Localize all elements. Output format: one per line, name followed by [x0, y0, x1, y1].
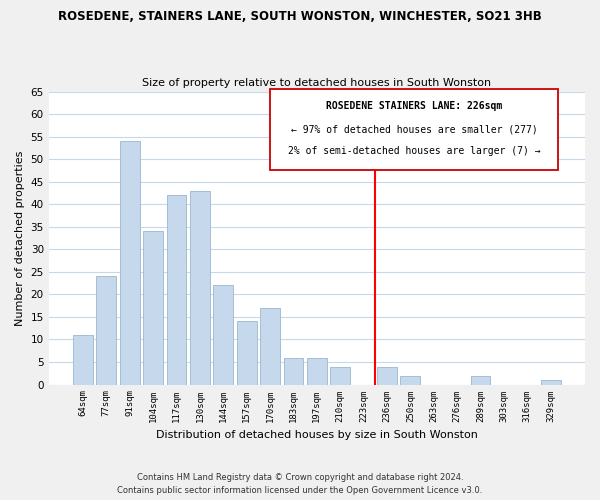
Bar: [120, 141, 140, 384]
Title: Size of property relative to detached houses in South Wonston: Size of property relative to detached ho…: [142, 78, 491, 88]
Bar: [237, 322, 257, 384]
Bar: [143, 232, 163, 384]
Bar: [470, 376, 490, 384]
Bar: [307, 358, 327, 384]
Bar: [73, 335, 93, 384]
FancyBboxPatch shape: [270, 90, 557, 170]
Text: ROSEDENE STAINERS LANE: 226sqm: ROSEDENE STAINERS LANE: 226sqm: [326, 100, 502, 110]
Bar: [214, 286, 233, 384]
Bar: [190, 190, 210, 384]
Bar: [260, 308, 280, 384]
Bar: [541, 380, 560, 384]
Bar: [167, 195, 187, 384]
Bar: [97, 276, 116, 384]
Text: 2% of semi-detached houses are larger (7) →: 2% of semi-detached houses are larger (7…: [287, 146, 540, 156]
X-axis label: Distribution of detached houses by size in South Wonston: Distribution of detached houses by size …: [156, 430, 478, 440]
Y-axis label: Number of detached properties: Number of detached properties: [15, 150, 25, 326]
Bar: [330, 366, 350, 384]
Text: Contains HM Land Registry data © Crown copyright and database right 2024.
Contai: Contains HM Land Registry data © Crown c…: [118, 473, 482, 495]
Text: ROSEDENE, STAINERS LANE, SOUTH WONSTON, WINCHESTER, SO21 3HB: ROSEDENE, STAINERS LANE, SOUTH WONSTON, …: [58, 10, 542, 23]
Bar: [400, 376, 421, 384]
Bar: [284, 358, 304, 384]
Text: ← 97% of detached houses are smaller (277): ← 97% of detached houses are smaller (27…: [290, 124, 537, 134]
Bar: [377, 366, 397, 384]
